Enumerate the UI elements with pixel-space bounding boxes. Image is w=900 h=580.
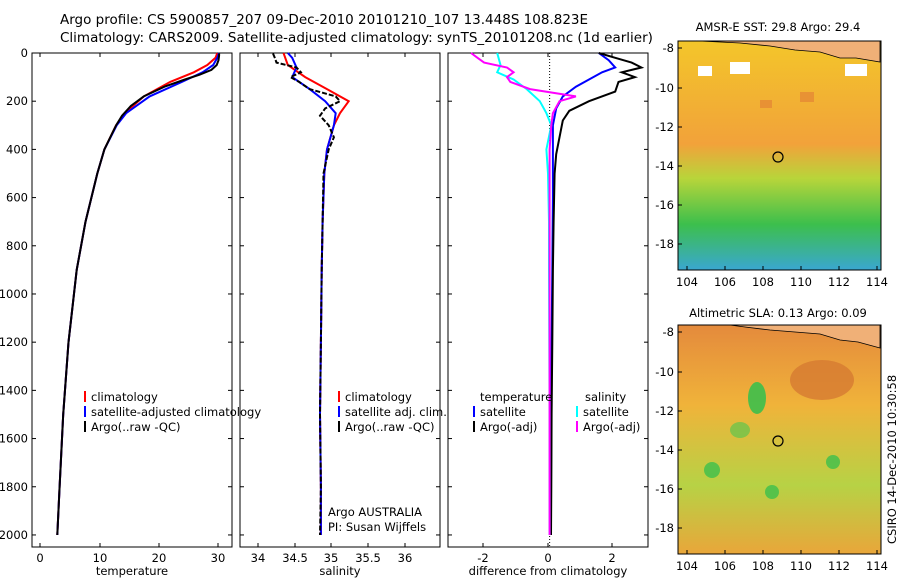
- sst-map-title: AMSR-E SST: 29.8 Argo: 29.4: [696, 20, 861, 34]
- map1-ytick-label: -10: [655, 365, 674, 379]
- salinity-xtick-label: 35: [324, 551, 339, 565]
- salinity-xtick-label: 34.5: [282, 551, 308, 565]
- map0-xtick-label: 104: [676, 275, 698, 289]
- legend-diff-temp-argo: Argo(-adj): [480, 420, 537, 434]
- legend-sal-climatology: climatology: [345, 390, 412, 404]
- depth-tick-label: 1400: [0, 383, 28, 397]
- map1-ytick-label: -8: [663, 325, 674, 339]
- depth-tick-label: 1600: [0, 432, 28, 446]
- difference-xtick-label: 2: [608, 551, 615, 565]
- map1-xtick-label: 110: [790, 559, 812, 573]
- sla-map: [677, 324, 882, 555]
- depth-tick-label: 800: [6, 239, 28, 253]
- depth-tick-label: 400: [6, 142, 28, 156]
- map0-xtick-label: 114: [866, 275, 888, 289]
- depth-tick-label: 1200: [0, 335, 28, 349]
- salinity-axes-box: [239, 52, 441, 548]
- legend-sal-argo: Argo(..raw -QC): [345, 420, 435, 434]
- salinity-series-1: [287, 52, 337, 535]
- temperature-xtick-label: 0: [36, 551, 43, 565]
- difference-series-3: [470, 52, 577, 535]
- legend-diff-title-temperature: temperature: [480, 390, 552, 404]
- temperature-xlabel: temperature: [96, 564, 168, 578]
- map0-xtick-label: 110: [790, 275, 812, 289]
- map0-ytick-label: -10: [655, 81, 674, 95]
- legend-temp-argo: Argo(..raw -QC): [91, 420, 181, 434]
- header-line1: Argo profile: CS 5900857_207 09-Dec-2010…: [60, 12, 588, 28]
- temperature-xtick-label: 20: [152, 551, 167, 565]
- legend-difference: temperature salinitysatelliteArgo(-adj)sa…: [473, 390, 640, 434]
- map0-xtick-label: 112: [828, 275, 850, 289]
- sla-map-title: Altimetric SLA: 0.13 Argo: 0.09: [689, 306, 867, 320]
- timestamp-stamp: CSIRO 14-Dec-2010 10:30:58: [885, 375, 899, 544]
- map0-ytick-label: -8: [663, 41, 674, 55]
- map1-ytick-label: -12: [655, 404, 674, 418]
- annotation-program: Argo AUSTRALIA: [328, 505, 422, 519]
- salinity-xtick-label: 36: [398, 551, 413, 565]
- salinity-xtick-label: 35.5: [355, 551, 381, 565]
- sst-map: [677, 40, 882, 271]
- map0-ytick-label: -12: [655, 120, 674, 134]
- depth-tick-label: 2000: [0, 528, 28, 542]
- map1-ytick-label: -16: [655, 482, 674, 496]
- temperature-axes-box: [31, 52, 233, 548]
- legend-sal-satellite: satellite adj. clim.: [345, 405, 447, 419]
- depth-tick-label: 1800: [0, 480, 28, 494]
- legend-diff-temp-satellite: satellite: [480, 405, 526, 419]
- difference-axes-box: [447, 52, 649, 548]
- depth-tick-label: 600: [6, 191, 28, 205]
- legend-diff-sal-satellite: satellite: [583, 405, 629, 419]
- difference-xtick-label: -2: [477, 551, 488, 565]
- map0-ytick-label: -14: [655, 159, 674, 173]
- depth-tick-label: 1000: [0, 287, 28, 301]
- legend-diff-sal-argo: Argo(-adj): [583, 420, 640, 434]
- salinity-series-2: [272, 53, 342, 536]
- depth-tick-label: 0: [21, 46, 28, 60]
- difference-xtick-label: 0: [544, 551, 551, 565]
- depth-tick-label: 200: [6, 94, 28, 108]
- annotation-pi: PI: Susan Wijffels: [328, 520, 426, 534]
- panel-salinity: 34 34.5 35 35.5 36 salinity: [239, 52, 441, 578]
- map0-xtick-label: 106: [714, 275, 736, 289]
- map1-xtick-label: 114: [866, 559, 888, 573]
- sla-float-marker: [772, 435, 784, 447]
- map1-xtick-label: 108: [752, 559, 774, 573]
- salinity-xlabel: salinity: [319, 564, 360, 578]
- map1-xtick-label: 106: [714, 559, 736, 573]
- map0-ytick-label: -18: [655, 237, 674, 251]
- difference-xlabel: difference from climatology: [469, 564, 628, 578]
- legend-temp-satellite: satellite-adjusted climatology: [91, 405, 261, 419]
- sst-float-marker: [772, 151, 784, 163]
- map1-xtick-label: 112: [828, 559, 850, 573]
- salinity-xtick-label: 34: [251, 551, 266, 565]
- legend-diff-title-salinity: salinity: [585, 390, 626, 404]
- temperature-series-2: [56, 53, 221, 536]
- map0-xtick-label: 108: [752, 275, 774, 289]
- map1-xtick-label: 104: [676, 559, 698, 573]
- legend-temp-climatology: climatology: [91, 390, 158, 404]
- panel-temperature: 0 10 20 30 temperature 0 200 400 600 800 1000 1200 1…: [0, 46, 233, 578]
- temperature-xtick-label: 30: [211, 551, 226, 565]
- header-line2: Climatology: CARS2009. Satellite-adjuste…: [60, 30, 653, 46]
- map0-ytick-label: -16: [655, 198, 674, 212]
- map1-ytick-label: -14: [655, 443, 674, 457]
- difference-series-1: [550, 52, 645, 536]
- map1-ytick-label: -18: [655, 521, 674, 535]
- temperature-xtick-label: 10: [93, 551, 108, 565]
